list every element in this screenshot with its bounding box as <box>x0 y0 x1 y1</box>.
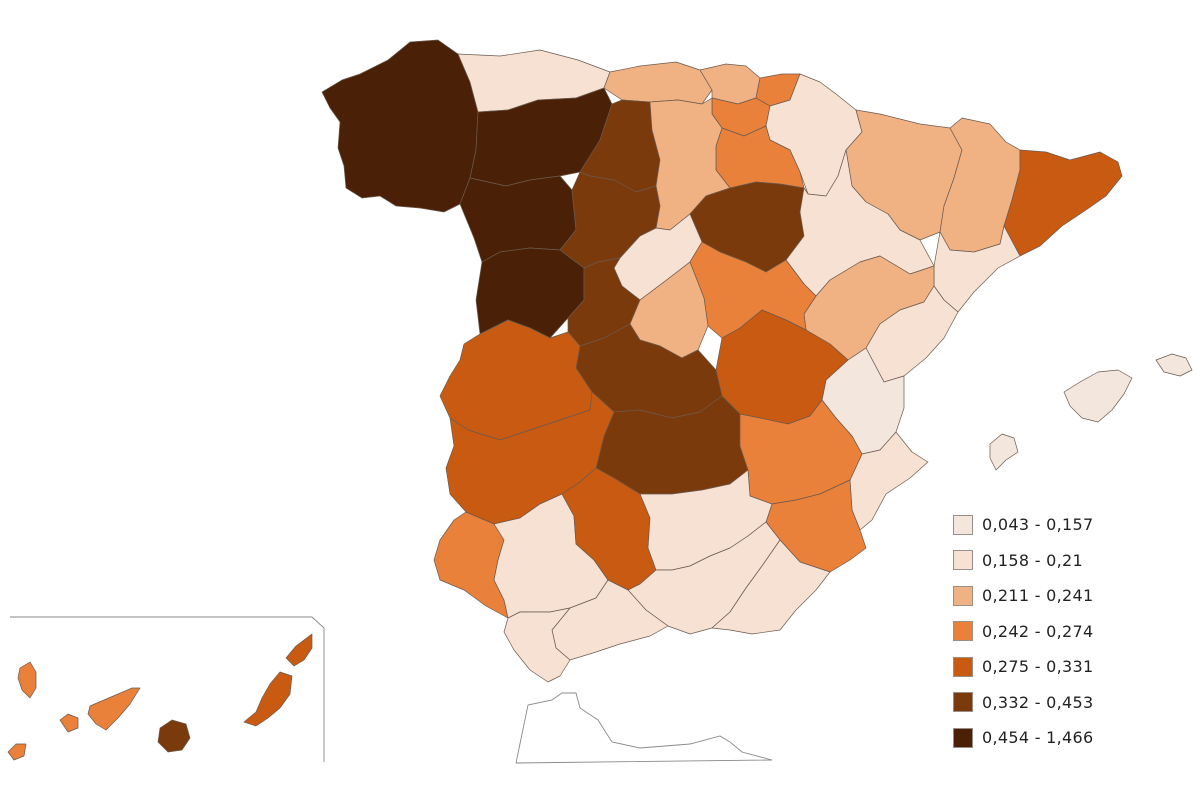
canary-inset-frame <box>10 616 325 762</box>
region-zamora <box>459 175 577 263</box>
region-castellon <box>865 285 959 383</box>
region-granada <box>627 521 781 635</box>
region-la-gomera <box>59 713 79 733</box>
region-cantabria <box>603 61 713 105</box>
legend-swatch <box>953 550 973 571</box>
region-menorca <box>1155 353 1193 377</box>
region-almeria <box>711 539 831 635</box>
region-fuerteventura <box>243 671 293 727</box>
region-tenerife <box>87 687 141 731</box>
legend-label: 0,275 - 0,331 <box>982 657 1094 677</box>
legend-swatch <box>953 692 973 713</box>
legend-swatch <box>953 621 973 642</box>
legend-swatch <box>953 585 973 606</box>
region-bizkaia <box>699 63 761 105</box>
region-mallorca <box>1063 369 1133 423</box>
region-galicia <box>321 39 479 213</box>
africa-coast-outline <box>515 692 773 764</box>
legend-label: 0,211 - 0,241 <box>982 586 1094 606</box>
region-ibiza <box>989 433 1019 471</box>
legend-label: 0,242 - 0,274 <box>982 621 1094 641</box>
legend-item: 0,211 - 0,241 <box>953 578 1153 614</box>
map-legend: 0,043 - 0,157 0,158 - 0,21 0,211 - 0,241… <box>953 507 1153 756</box>
region-gran-canaria <box>157 719 191 753</box>
legend-label: 0,332 - 0,453 <box>982 692 1094 712</box>
legend-item: 0,242 - 0,274 <box>953 614 1153 650</box>
region-guadalajara <box>689 241 817 339</box>
legend-swatch <box>953 727 973 748</box>
region-cadiz <box>503 607 571 683</box>
legend-item: 0,454 - 1,466 <box>953 720 1153 756</box>
legend-label: 0,043 - 0,157 <box>982 515 1094 535</box>
legend-label: 0,454 - 1,466 <box>982 728 1094 748</box>
legend-item: 0,332 - 0,453 <box>953 685 1153 721</box>
legend-swatch <box>953 514 973 535</box>
legend-label: 0,158 - 0,21 <box>982 550 1083 570</box>
region-lanzarote <box>285 633 313 667</box>
legend-item: 0,158 - 0,21 <box>953 543 1153 579</box>
legend-item: 0,275 - 0,331 <box>953 649 1153 685</box>
region-la-palma <box>17 661 37 699</box>
legend-swatch <box>953 656 973 677</box>
legend-item: 0,043 - 0,157 <box>953 507 1153 543</box>
region-el-hierro <box>7 743 27 761</box>
region-barcelona-girona <box>1003 149 1123 257</box>
